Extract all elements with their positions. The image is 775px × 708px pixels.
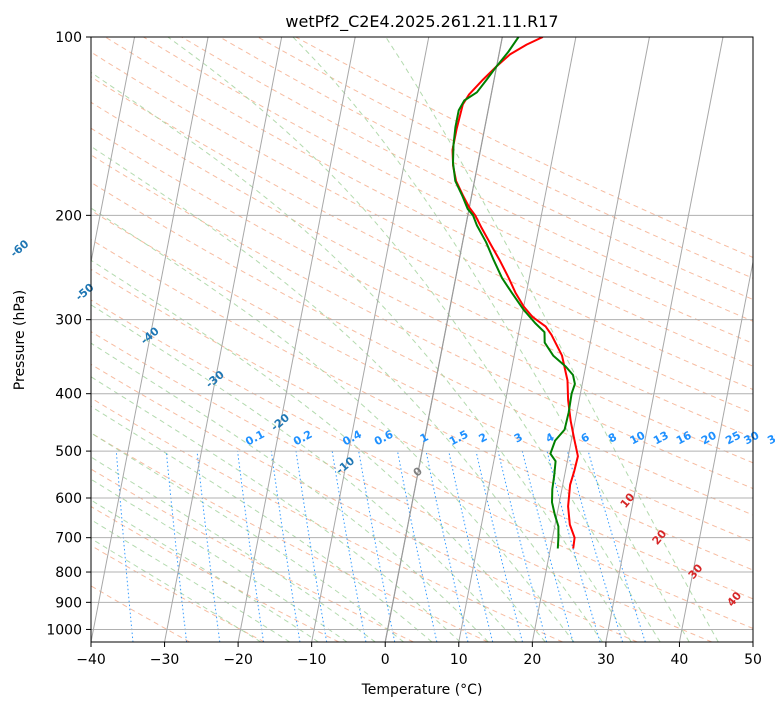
- moist-adiabat: [91, 145, 603, 642]
- x-axis-label: Temperature (°C): [361, 682, 483, 698]
- mixing-ratio-label: 20: [699, 429, 719, 448]
- mixing-ratio-line: [546, 450, 601, 642]
- mixing-ratio-line: [270, 451, 301, 642]
- dry-adiabat: [91, 331, 712, 642]
- moist-adiabat: [91, 71, 632, 642]
- y-tick-label: 100: [55, 30, 82, 46]
- mixing-ratio-line: [475, 450, 523, 642]
- x-tick-label: −30: [150, 652, 180, 668]
- x-tick-label: 20: [523, 652, 541, 668]
- skewed-isotherms: [91, 37, 753, 642]
- dry-adiabat: [91, 397, 563, 642]
- x-tick-label: 0: [381, 652, 390, 668]
- sounding-series: [451, 37, 579, 549]
- skewed-isotherm: [164, 37, 283, 642]
- y-tick-label: 300: [55, 313, 82, 329]
- moist-adiabat: [167, 37, 661, 642]
- dry-adiabat: [91, 585, 190, 642]
- y-tick-label: 1000: [46, 622, 82, 638]
- y-axis-label: Pressure (hPa): [12, 290, 28, 390]
- moist-adiabat: [91, 342, 489, 642]
- skewed-isotherm: [458, 37, 577, 642]
- x-tick-label: 10: [450, 652, 468, 668]
- mixing-ratio-label: 25: [723, 429, 743, 448]
- dry-adiabat: [91, 209, 753, 543]
- x-tick-label: −20: [223, 652, 253, 668]
- y-tick-label: 800: [55, 565, 82, 581]
- moist-adiabat: [91, 405, 433, 642]
- dry-adiabat: [181, 37, 753, 322]
- skewed-isotherm: [91, 37, 209, 642]
- y-tick-label: 500: [55, 444, 82, 460]
- dry-adiabat: [91, 505, 340, 642]
- dry-adiabat: [219, 37, 753, 301]
- dry-adiabat: [91, 468, 414, 642]
- skewed-isotherm: [678, 259, 753, 642]
- moist-adiabat: [91, 304, 518, 642]
- mixing-ratio-line: [566, 450, 624, 642]
- mixing-ratio-line: [497, 450, 548, 642]
- dry-adiabat: [91, 76, 753, 414]
- chart-title: wetPf2_C2E4.2025.261.21.11.R17: [285, 12, 558, 32]
- plot-frame: [90, 36, 754, 643]
- skewed-isotherm: [605, 37, 724, 642]
- x-tick-label: −10: [297, 652, 327, 668]
- moist-adiabat: [292, 37, 690, 642]
- skewed-isotherm: [91, 37, 136, 265]
- plot-area: [91, 37, 753, 642]
- x-tick-label: 40: [671, 652, 689, 668]
- x-tick-label: 30: [597, 652, 615, 668]
- moist-adiabat: [91, 259, 546, 642]
- dry-adiabat: [91, 127, 753, 464]
- x-tick-label: 50: [744, 652, 762, 668]
- grid-lines: [91, 37, 753, 630]
- moist-adiabat: [91, 207, 575, 642]
- mixing-ratio-label: 10: [628, 429, 648, 448]
- y-tick-label: 400: [55, 387, 82, 403]
- mixing-ratio-line: [397, 451, 438, 642]
- axis-ticks: −40 −30 −20 −10 0 10 20 30 40 50 100 200 300 400 500 60…: [46, 30, 762, 668]
- moist-adiabat: [91, 478, 348, 642]
- y-tick-label: 900: [55, 595, 82, 611]
- dry-adiabat: [105, 37, 753, 367]
- mixing-ratio-label: 30: [742, 429, 762, 448]
- moist-adiabat: [385, 37, 719, 642]
- series-line-dewpoint: [452, 37, 576, 549]
- mixing-ratio-line: [425, 450, 469, 642]
- zero-isotherm: [384, 37, 503, 642]
- dry-adiabat: [91, 299, 753, 629]
- skewed-isotherm: [237, 37, 356, 642]
- x-tick-label: −40: [76, 652, 106, 668]
- y-tick-label: 200: [55, 208, 82, 224]
- mixing-ratio-line: [587, 450, 646, 642]
- mixing-ratio-line: [196, 451, 221, 642]
- mixing-ratio-line: [521, 450, 574, 642]
- skewed-isotherm: [531, 37, 650, 642]
- mixing-ratio-line: [165, 451, 188, 642]
- mixing-ratio-label: 36: [765, 429, 775, 448]
- mixing-ratio-label: 16: [674, 429, 694, 448]
- mixing-ratio-label: 13: [651, 429, 671, 448]
- y-tick-label: 600: [55, 491, 82, 507]
- skewed-isotherm: [311, 37, 430, 642]
- moist-adiabat: [91, 432, 404, 642]
- y-tick-label: 700: [55, 531, 82, 547]
- moist-adiabat: [91, 456, 376, 642]
- mixing-ratio-line: [237, 451, 264, 642]
- dry-adiabat: [91, 181, 753, 516]
